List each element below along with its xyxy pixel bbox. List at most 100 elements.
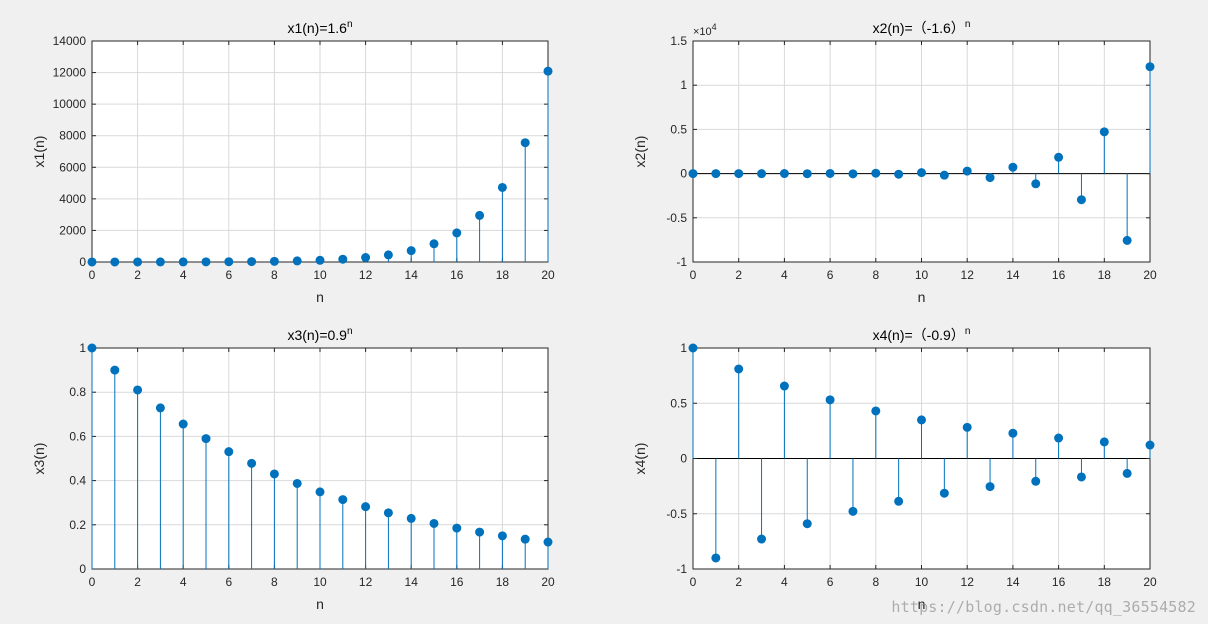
stem-marker — [292, 256, 302, 266]
subplot-x2: 0 2 4 6 8 10 12 14 16 18 20 -1 -0.5 0 0.5 1 1.5 ×104 n x2(n… — [632, 19, 1157, 305]
y-tick-label: -0.5 — [666, 211, 687, 225]
x-axis-label: n — [918, 289, 926, 305]
x-tick-label: 18 — [496, 268, 510, 282]
stem-marker — [825, 395, 835, 405]
stem-marker — [155, 403, 165, 413]
stem-marker — [734, 169, 744, 179]
stem-marker — [87, 257, 97, 267]
stem-marker — [1076, 472, 1086, 482]
stem-marker — [543, 537, 553, 547]
stem-marker — [361, 502, 371, 512]
x-tick-label: 4 — [180, 575, 187, 589]
y-tick-label: 0 — [680, 452, 687, 466]
y-tick-label: 14000 — [53, 34, 87, 48]
x-axis-label: n — [316, 289, 324, 305]
stem-marker — [871, 168, 881, 178]
stem-marker — [361, 253, 371, 263]
stem-marker — [962, 422, 972, 432]
stem-marker — [247, 458, 257, 468]
x-tick-label: 8 — [271, 575, 278, 589]
x-tick-label: 2 — [134, 575, 141, 589]
stem-marker — [848, 169, 858, 179]
stem-marker — [1031, 179, 1041, 189]
y-axis-label: x1(n) — [31, 136, 47, 168]
x-tick-label: 14 — [1006, 268, 1020, 282]
x-tick-label: 10 — [915, 575, 929, 589]
subplot-x1: 0 2 4 6 8 10 12 14 16 18 20 0 2000 4000 6000 8000 10000 1… — [31, 19, 555, 305]
y-exponent-label: ×104 — [693, 22, 717, 38]
stem-marker — [939, 170, 949, 180]
y-axis-label: x2(n) — [632, 136, 648, 168]
stem-marker — [406, 246, 416, 256]
stem-marker — [406, 513, 416, 523]
y-axis-label: x3(n) — [31, 443, 47, 475]
y-tick-label: -0.5 — [666, 507, 687, 521]
stem-marker — [178, 419, 188, 429]
stem-marker — [1031, 476, 1041, 486]
x-tick-label: 6 — [827, 575, 834, 589]
chart-title: x2(n)=（-1.6）n — [873, 19, 971, 36]
stem-marker — [133, 385, 143, 395]
x-tick-label: 2 — [134, 268, 141, 282]
stem-marker — [475, 210, 485, 220]
stem-marker — [1099, 437, 1109, 447]
stem-marker — [962, 166, 972, 176]
stem-marker — [269, 469, 279, 479]
x-tick-label: 20 — [541, 268, 555, 282]
x-tick-label: 14 — [405, 268, 419, 282]
x-tick-label: 12 — [961, 575, 975, 589]
y-tick-label: 1 — [680, 78, 687, 92]
stem-marker — [894, 496, 904, 506]
x-tick-label: 16 — [450, 268, 464, 282]
stem-marker — [985, 482, 995, 492]
stem-marker — [133, 257, 143, 267]
stem-marker — [1145, 440, 1155, 450]
x-tick-label: 16 — [1052, 575, 1066, 589]
stem-marker — [757, 169, 767, 179]
stem-marker — [201, 434, 211, 444]
x-tick-label: 6 — [827, 268, 834, 282]
stem-marker — [201, 257, 211, 267]
y-tick-label: -1 — [676, 562, 687, 576]
x-tick-label: 20 — [1143, 575, 1157, 589]
subplot-x4: 0 2 4 6 8 10 12 14 16 18 20 -1 -0.5 0 0.5 1 n x4(n) x4(n)=… — [632, 326, 1157, 612]
stem-marker — [110, 365, 120, 375]
stem-marker — [917, 168, 926, 178]
stem-marker — [87, 343, 97, 353]
stem-marker — [383, 508, 393, 518]
stem-marker — [269, 256, 279, 266]
x-tick-label: 18 — [496, 575, 510, 589]
stem-marker — [1122, 235, 1132, 245]
stem-marker — [338, 254, 348, 264]
y-axis-label: x4(n) — [632, 443, 648, 475]
stem-marker — [939, 488, 949, 498]
stem-marker — [1122, 468, 1132, 478]
stem-marker — [802, 519, 812, 529]
stem-marker — [894, 169, 904, 179]
stem-marker — [224, 447, 234, 457]
x-tick-label: 18 — [1098, 575, 1112, 589]
x-tick-label: 20 — [541, 575, 555, 589]
chart-title: x3(n)=0.9n — [287, 326, 352, 343]
x-tick-label: 16 — [1052, 268, 1066, 282]
x-tick-label: 18 — [1098, 268, 1112, 282]
stem-marker — [688, 343, 698, 353]
stem-marker — [155, 257, 165, 267]
x-tick-label: 10 — [313, 268, 327, 282]
x-tick-label: 0 — [89, 268, 96, 282]
x-axis-label: n — [918, 596, 926, 612]
stem-marker — [757, 534, 767, 544]
x-tick-label: 12 — [359, 575, 373, 589]
stem-marker — [429, 518, 439, 528]
stem-marker — [110, 257, 120, 267]
y-tick-label: 0.5 — [670, 122, 687, 136]
watermark-text: https://blog.csdn.net/qq_36554582 — [891, 598, 1196, 616]
x-tick-label: 4 — [781, 575, 788, 589]
stem-marker — [917, 415, 926, 425]
y-tick-label: 0.5 — [670, 396, 687, 410]
stem-marker — [315, 487, 325, 497]
stem-marker — [292, 478, 302, 488]
stem-marker — [452, 228, 462, 238]
y-tick-label: 0 — [79, 562, 86, 576]
